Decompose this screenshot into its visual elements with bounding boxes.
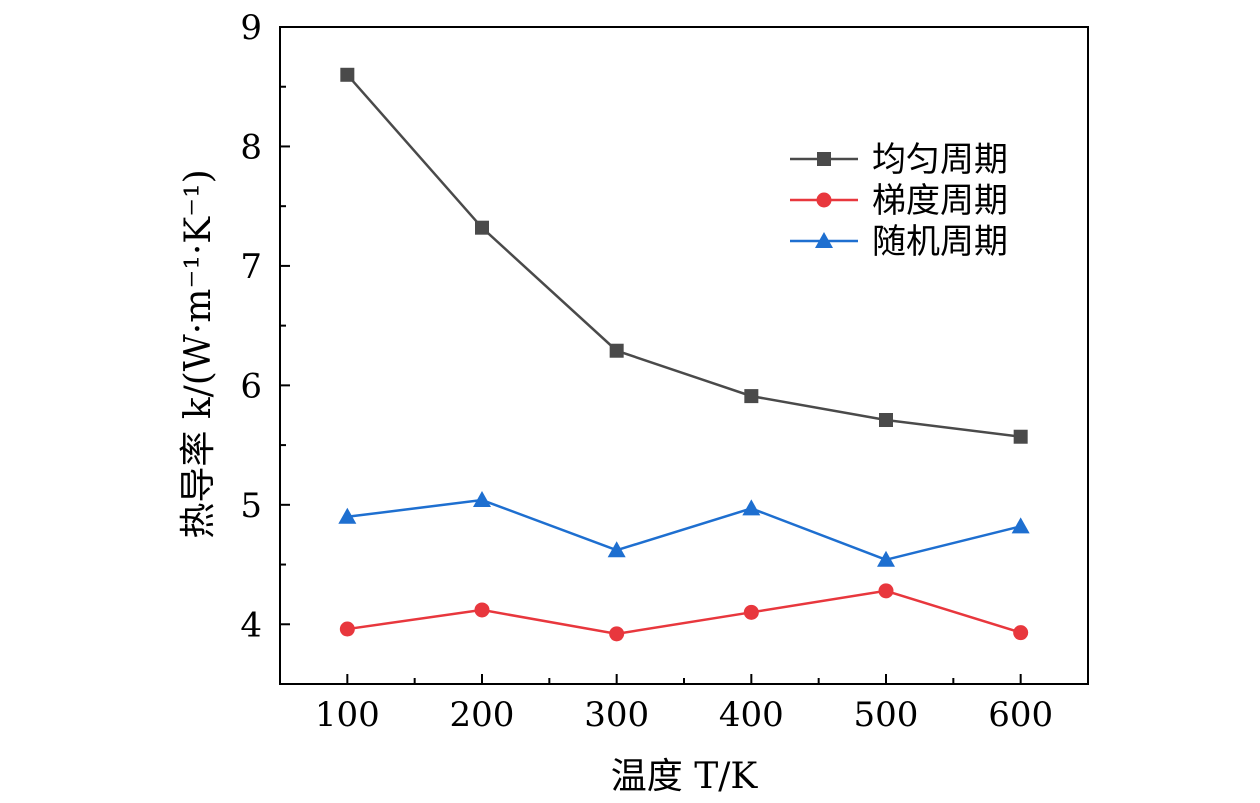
data-point: [340, 67, 355, 82]
data-point: [473, 491, 491, 508]
series-line: [347, 498, 1021, 562]
legend-marker: [816, 192, 832, 208]
legend-marker: [815, 232, 833, 248]
x-tick-label: 500: [854, 695, 919, 735]
data-point: [879, 413, 893, 428]
data-point: [609, 343, 624, 358]
data-point: [338, 507, 357, 524]
legend-item: 梯度周期: [790, 181, 1008, 221]
y-axis-title: 热导率 k/(W·m⁻¹·K⁻¹): [178, 169, 219, 538]
series-group: [338, 491, 1030, 567]
data-point: [743, 604, 759, 620]
legend-marker: [817, 152, 831, 166]
x-tick-label: 300: [584, 695, 649, 735]
x-tick-label: 400: [719, 695, 784, 735]
data-point: [1013, 429, 1028, 444]
y-tick-label: 7: [240, 247, 262, 287]
y-tick-label: 8: [240, 127, 262, 167]
legend-item: 随机周期: [790, 222, 1008, 262]
x-tick-label: 200: [450, 695, 515, 735]
y-tick-label: 5: [240, 486, 262, 526]
axis-ticks: 100 200 300 400 500 600 4 5 6 7 8 9: [240, 8, 1053, 735]
data-point: [1011, 517, 1030, 534]
legend-label: 梯度周期: [872, 181, 1008, 221]
legend-label: 随机周期: [872, 222, 1008, 262]
data-point: [742, 499, 761, 516]
data-point: [607, 541, 626, 558]
data-point: [339, 621, 355, 637]
plot-frame: [279, 26, 1089, 685]
x-axis-title: 温度 T/K: [611, 756, 759, 797]
data-point: [1013, 625, 1029, 641]
data-series: [338, 67, 1030, 642]
data-point: [744, 389, 759, 404]
plot-area-border: [279, 26, 1089, 685]
series-line: [347, 589, 1022, 636]
data-point: [609, 626, 625, 642]
series-group: [339, 583, 1029, 642]
y-tick-label: 9: [240, 8, 262, 48]
legend-label: 均匀周期: [872, 140, 1008, 180]
data-point: [474, 602, 490, 618]
series-line: [346, 73, 1021, 438]
y-tick-label: 4: [240, 605, 262, 645]
data-point: [475, 220, 489, 235]
data-point: [878, 583, 894, 599]
x-tick-label: 100: [315, 695, 380, 735]
y-tick-label: 6: [240, 366, 262, 406]
data-point: [877, 550, 895, 567]
series-group: [340, 67, 1028, 444]
x-tick-label: 600: [988, 695, 1053, 735]
legend-item: 均匀周期: [790, 140, 1008, 180]
